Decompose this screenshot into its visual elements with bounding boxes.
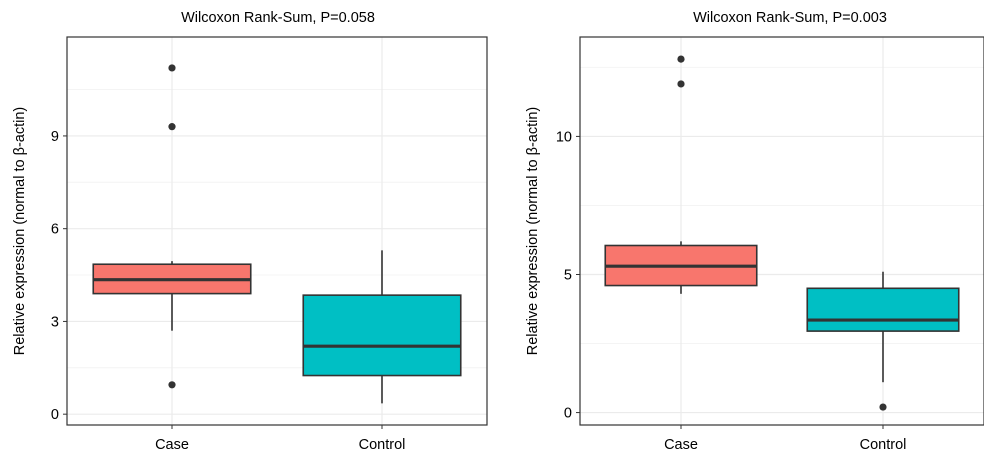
y-tick-label: 10 — [556, 129, 572, 145]
outlier-point — [677, 80, 685, 88]
outlier-point — [879, 403, 887, 411]
panel-1: 0 3 6 9 Case Control Wilcoxon Rank-Sum, P=0.05… — [12, 10, 488, 453]
y-tick-label: 6 — [51, 222, 59, 238]
y-tick-label: 0 — [564, 406, 572, 422]
panel-2: 0 5 10 Case Control Wilcoxon Rank-Sum, P=0.00… — [525, 10, 984, 453]
outlier-point — [168, 64, 176, 72]
iqr-box — [806, 287, 960, 332]
outlier-point — [168, 381, 176, 389]
y-tick-label: 3 — [51, 314, 59, 330]
y-tick-label: 9 — [51, 129, 59, 145]
y-axis-label: Relative expression (normal to β-actin) — [525, 107, 541, 356]
chart-title: Wilcoxon Rank-Sum, P=0.058 — [181, 10, 375, 26]
box-case — [92, 64, 252, 389]
chart-title: Wilcoxon Rank-Sum, P=0.003 — [693, 10, 887, 26]
box-control — [302, 250, 462, 404]
y-tick-label: 5 — [564, 267, 572, 283]
panel-border — [66, 36, 488, 426]
box-control — [806, 271, 960, 411]
x-category-label: Case — [155, 437, 189, 453]
outlier-point — [677, 55, 685, 63]
x-category-label: Case — [664, 437, 698, 453]
y-axis-label: Relative expression (normal to β-actin) — [12, 107, 28, 356]
x-category-label: Control — [359, 437, 406, 453]
panel-border — [579, 36, 984, 426]
x-category-label: Control — [860, 437, 907, 453]
iqr-box — [302, 294, 462, 377]
y-tick-label: 0 — [51, 407, 59, 423]
box-case — [604, 55, 758, 294]
outlier-point — [168, 123, 176, 131]
